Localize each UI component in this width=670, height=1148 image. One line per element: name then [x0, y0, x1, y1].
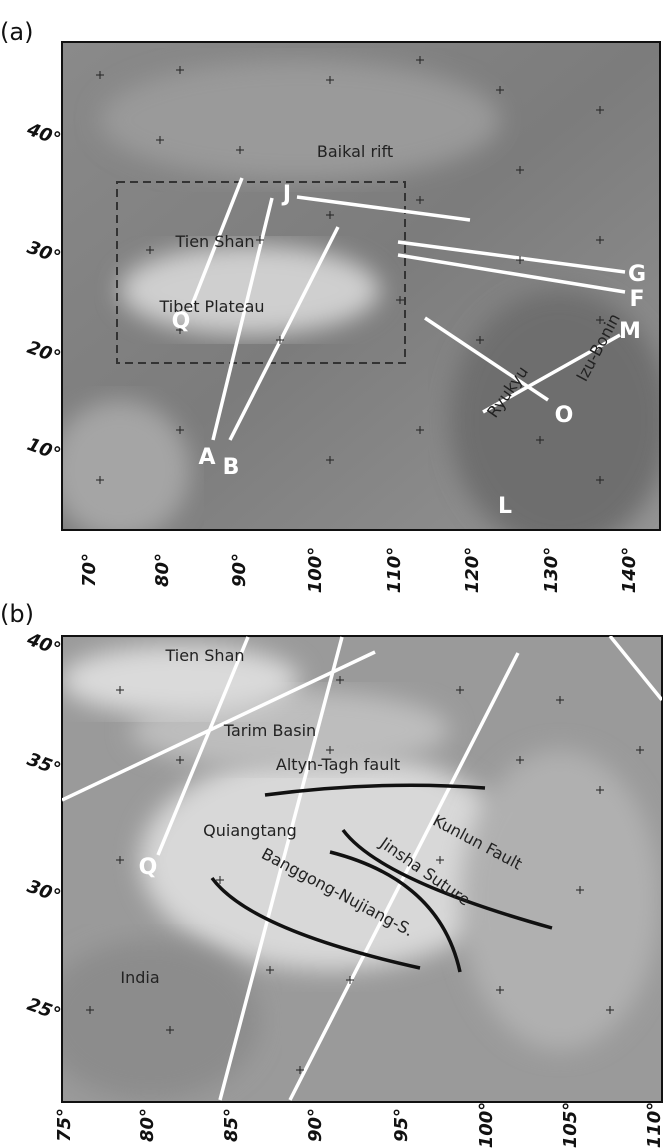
profile-label: A: [198, 445, 215, 470]
lon-label: 105°: [560, 1102, 581, 1148]
profile-label: Q: [172, 309, 191, 334]
lon-label: 100°: [305, 547, 326, 594]
lon-label: 90°: [229, 553, 250, 587]
lat-label: 30°: [24, 876, 63, 907]
lon-label: 80°: [137, 1108, 158, 1142]
place-name: Tien Shan: [164, 646, 244, 665]
map-a-background: [50, 42, 670, 550]
lon-label: 100°: [476, 1102, 497, 1148]
lon-label: 75°: [54, 1108, 75, 1142]
place-name: Baikal rift: [317, 142, 393, 161]
lat-label: 10°: [24, 434, 63, 465]
lat-label: 20°: [24, 337, 63, 368]
profile-label: F: [629, 287, 644, 312]
map-b-background: [40, 636, 662, 1102]
lon-label: 80°: [152, 553, 173, 587]
profile-label: J: [281, 182, 291, 207]
panel-label: (b): [0, 600, 34, 628]
figure: (a) 40° 30° 20° 10° 70° 80° 90° 100° 110° 120° 130°…: [0, 0, 670, 1148]
profile-label: B: [223, 455, 240, 480]
place-name: Altyn-Tagh fault: [276, 755, 400, 774]
lon-label: 110°: [384, 547, 405, 594]
lon-label: 85°: [221, 1108, 242, 1142]
lon-label: 110°: [644, 1102, 665, 1148]
lon-label: 90°: [305, 1108, 326, 1142]
profile-label: M: [619, 319, 641, 344]
lon-label: 130°: [541, 547, 562, 594]
lon-label: 120°: [462, 547, 483, 594]
place-name: Tarim Basin: [223, 721, 316, 740]
panel-label: (a): [0, 18, 33, 46]
lon-label: 140°: [619, 547, 640, 594]
lat-label: 40°: [23, 629, 63, 661]
profile-label: O: [555, 403, 574, 428]
profile-label: L: [498, 494, 512, 519]
place-name: India: [120, 968, 159, 987]
lon-label: 70°: [79, 553, 100, 587]
profile-label: Q: [139, 855, 158, 880]
lat-label: 30°: [24, 237, 63, 268]
place-name: Quiangtang: [203, 821, 297, 840]
lat-label: 40°: [23, 119, 63, 151]
lat-label: 25°: [24, 994, 63, 1025]
place-name: Tien Shan: [174, 232, 254, 251]
lat-label: 35°: [24, 749, 63, 780]
lon-label: 95°: [391, 1108, 412, 1142]
profile-label: G: [628, 262, 646, 287]
